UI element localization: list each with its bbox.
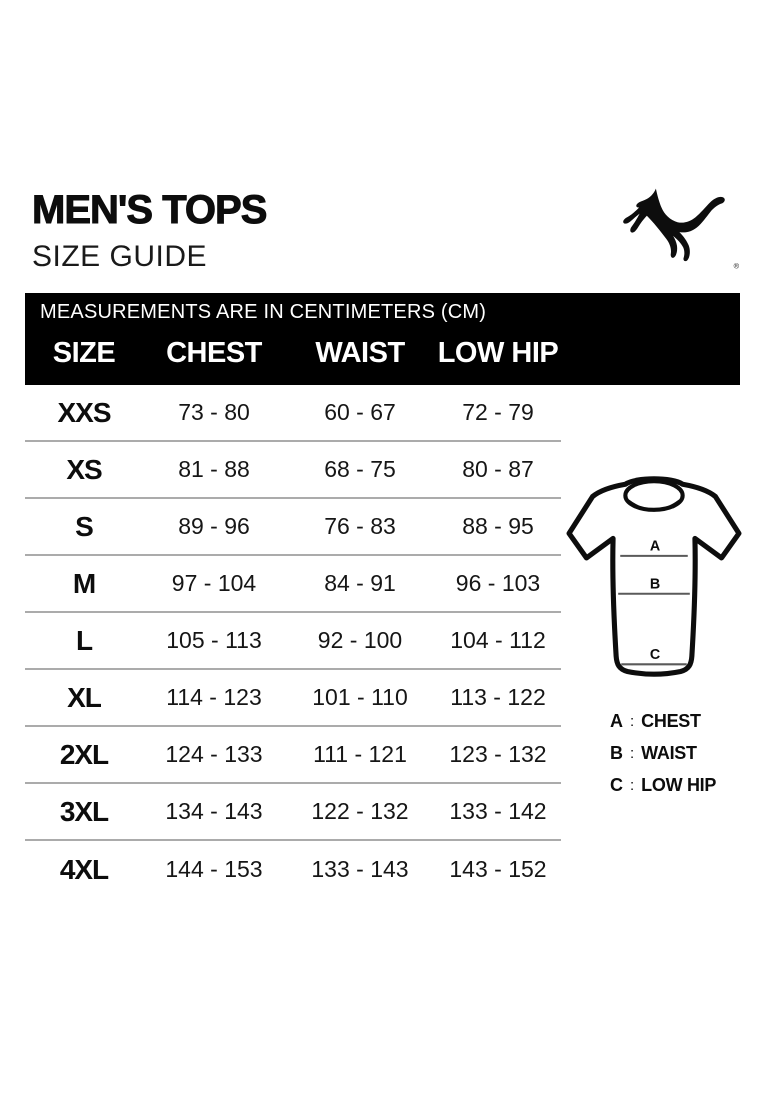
- tshirt-icon: A B C: [566, 476, 742, 677]
- chest-range: 97 - 104: [171, 570, 257, 596]
- size-label: M: [72, 567, 96, 599]
- legend-item-waist: B : WAIST: [610, 737, 716, 769]
- waist-range: 101 - 110: [312, 684, 408, 710]
- waist-range: 60 - 67: [324, 399, 396, 425]
- measurement-unit-note: MEASUREMENTS ARE IN CENTIMETERS (CM): [40, 301, 487, 323]
- tshirt-diagram: A B C: [561, 474, 747, 694]
- legend-key: A: [610, 710, 623, 731]
- low-hip-range: 96 - 103: [455, 570, 541, 596]
- legend-key: C: [610, 774, 623, 795]
- chest-range: 73 - 80: [178, 399, 250, 425]
- size-label: 2XL: [59, 738, 109, 770]
- waist-range: 68 - 75: [324, 456, 396, 482]
- trademark-symbol: ®: [734, 261, 740, 270]
- page-title: MEN'S TOPS: [31, 188, 267, 232]
- waist-range: 84 - 91: [324, 570, 396, 596]
- legend-item-low-hip: C : LOW HIP: [610, 769, 716, 801]
- legend-colon: :: [630, 712, 635, 730]
- chest-range: 134 - 143: [165, 798, 263, 824]
- chest-range: 89 - 96: [178, 513, 250, 539]
- column-header-low-hip: LOW HIP: [437, 336, 559, 369]
- table-row-xs: XS 81 - 88 68 - 75 80 - 87: [25, 442, 561, 499]
- mark-c: C: [650, 647, 660, 663]
- puma-logo: ®: [616, 186, 742, 292]
- puma-leaping-cat-icon: ®: [623, 188, 740, 270]
- waist-range: 92 - 100: [317, 627, 403, 653]
- low-hip-range: 104 - 112: [450, 627, 546, 653]
- waist-range: 133 - 143: [311, 856, 409, 882]
- title-block: MEN'S TOPS SIZE GUIDE: [31, 188, 267, 273]
- waist-range: 122 - 132: [311, 798, 409, 824]
- table-row-l: L 105 - 113 92 - 100 104 - 112: [25, 613, 561, 670]
- legend-value: LOW HIP: [641, 774, 717, 795]
- size-label: S: [75, 510, 94, 542]
- page-subtitle: SIZE GUIDE: [32, 240, 208, 273]
- table-row-4xl: 4XL 144 - 153 133 - 143 143 - 152: [25, 841, 561, 898]
- column-header-chest: CHEST: [166, 336, 262, 369]
- low-hip-range: 143 - 152: [449, 856, 547, 882]
- chest-range: 81 - 88: [178, 456, 250, 482]
- legend-key: B: [610, 742, 623, 763]
- measurement-legend: A : CHEST B : WAIST C : LOW HIP: [610, 705, 716, 801]
- table-row-3xl: 3XL 134 - 143 122 - 132 133 - 142: [25, 784, 561, 841]
- mark-a: A: [650, 539, 660, 555]
- table-row-2xl: 2XL 124 - 133 111 - 121 123 - 132: [25, 727, 561, 784]
- size-table: XXS 73 - 80 60 - 67 72 - 79 XS 81 - 88 6…: [25, 385, 561, 898]
- legend-colon: :: [630, 744, 635, 762]
- legend-item-chest: A : CHEST: [610, 705, 716, 737]
- chest-range: 124 - 133: [165, 741, 263, 767]
- table-row-xl: XL 114 - 123 101 - 110 113 - 122: [25, 670, 561, 727]
- size-label: XXS: [57, 396, 111, 428]
- size-label: L: [75, 624, 93, 656]
- legend-value: CHEST: [641, 710, 701, 731]
- low-hip-range: 88 - 95: [462, 513, 534, 539]
- low-hip-range: 113 - 122: [450, 684, 546, 710]
- waist-range: 76 - 83: [324, 513, 396, 539]
- size-label: 3XL: [59, 795, 109, 827]
- size-label: XS: [66, 453, 102, 485]
- low-hip-range: 123 - 132: [449, 741, 547, 767]
- legend-colon: :: [630, 776, 635, 794]
- low-hip-range: 72 - 79: [462, 399, 534, 425]
- size-label: 4XL: [59, 853, 109, 885]
- low-hip-range: 133 - 142: [449, 798, 547, 824]
- table-header-row: SIZE CHEST WAIST LOW HIP: [25, 329, 561, 377]
- chest-range: 144 - 153: [165, 856, 263, 882]
- table-row-m: M 97 - 104 84 - 91 96 - 103: [25, 556, 561, 613]
- chest-range: 105 - 113: [166, 627, 262, 653]
- size-label: XL: [67, 681, 102, 713]
- legend-value: WAIST: [641, 742, 697, 763]
- column-header-waist: WAIST: [315, 336, 405, 369]
- mark-b: B: [650, 577, 660, 593]
- column-header-size: SIZE: [52, 336, 116, 369]
- low-hip-range: 80 - 87: [462, 456, 534, 482]
- chest-range: 114 - 123: [166, 684, 262, 710]
- waist-range: 111 - 121: [313, 741, 407, 767]
- table-row-s: S 89 - 96 76 - 83 88 - 95: [25, 499, 561, 556]
- table-row-xxs: XXS 73 - 80 60 - 67 72 - 79: [25, 385, 561, 442]
- table-header-banner: MEASUREMENTS ARE IN CENTIMETERS (CM) SIZ…: [25, 293, 740, 385]
